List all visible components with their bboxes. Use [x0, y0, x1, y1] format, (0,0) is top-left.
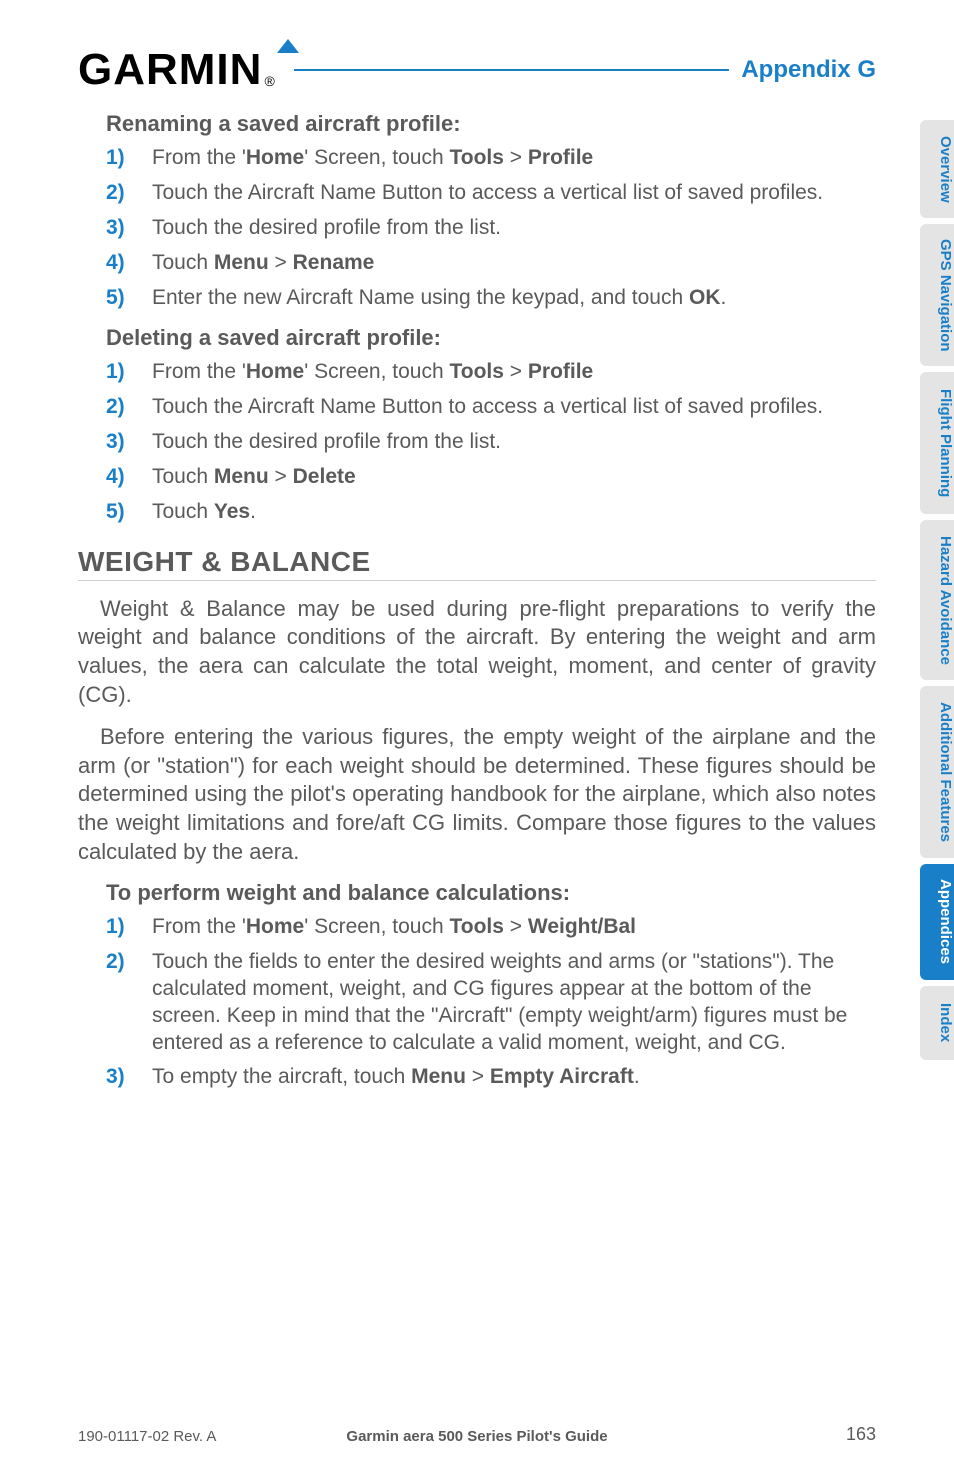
- list-item: 3)To empty the aircraft, touch Menu > Em…: [106, 1064, 876, 1091]
- garmin-logo: GARMIN ®: [78, 45, 276, 95]
- header-rule-wrap: Appendix G: [294, 56, 876, 84]
- list-item: 5)Enter the new Aircraft Name using the …: [106, 285, 876, 312]
- renaming-profile-heading: Renaming a saved aircraft profile:: [106, 111, 876, 137]
- list-text: Touch Menu > Rename: [152, 250, 876, 277]
- list-number: 3): [106, 1064, 152, 1091]
- list-item: 1)From the 'Home' Screen, touch Tools > …: [106, 914, 876, 941]
- renaming-profile-list: 1)From the 'Home' Screen, touch Tools > …: [78, 145, 876, 311]
- list-number: 3): [106, 215, 152, 242]
- page-footer: 190-01117-02 Rev. A Garmin aera 500 Seri…: [78, 1424, 876, 1445]
- list-number: 2): [106, 180, 152, 207]
- footer-guide-title: Garmin aera 500 Series Pilot's Guide: [346, 1428, 607, 1445]
- list-item: 3)Touch the desired profile from the lis…: [106, 215, 876, 242]
- list-text: Touch the fields to enter the desired we…: [152, 949, 876, 1057]
- logo-text: GARMIN: [78, 45, 262, 95]
- list-number: 3): [106, 429, 152, 456]
- list-item: 4)Touch Menu > Delete: [106, 464, 876, 491]
- deleting-profile-list: 1)From the 'Home' Screen, touch Tools > …: [78, 359, 876, 525]
- list-number: 4): [106, 250, 152, 277]
- list-text: Touch the Aircraft Name Button to access…: [152, 180, 876, 207]
- list-item: 1)From the 'Home' Screen, touch Tools > …: [106, 145, 876, 172]
- side-tab-additional-features[interactable]: Additional Features: [920, 686, 954, 858]
- list-text: Touch the desired profile from the list.: [152, 215, 876, 242]
- side-tab-index[interactable]: Index: [920, 986, 954, 1060]
- list-item: 2)Touch the fields to enter the desired …: [106, 949, 876, 1057]
- body-paragraph: Weight & Balance may be used during pre-…: [78, 595, 876, 709]
- list-number: 1): [106, 359, 152, 386]
- footer-page-number: 163: [846, 1424, 876, 1445]
- side-tab-gps-navigation[interactable]: GPS Navigation: [920, 224, 954, 366]
- list-item: 1)From the 'Home' Screen, touch Tools > …: [106, 359, 876, 386]
- body-paragraph: Before entering the various figures, the…: [78, 723, 876, 866]
- list-text: Touch Yes.: [152, 499, 876, 526]
- deleting-profile-heading: Deleting a saved aircraft profile:: [106, 325, 876, 351]
- list-text: From the 'Home' Screen, touch Tools > Pr…: [152, 145, 876, 172]
- header-rule: [294, 69, 730, 72]
- list-number: 5): [106, 499, 152, 526]
- list-text: Enter the new Aircraft Name using the ke…: [152, 285, 876, 312]
- page-content: GARMIN ® Appendix G Renaming a saved air…: [0, 0, 954, 1091]
- list-text: Touch the Aircraft Name Button to access…: [152, 394, 876, 421]
- appendix-title: Appendix G: [741, 56, 876, 84]
- weight-balance-calc-list: 1)From the 'Home' Screen, touch Tools > …: [78, 914, 876, 1091]
- side-tab-appendices[interactable]: Appendices: [920, 864, 954, 980]
- list-item: 4)Touch Menu > Rename: [106, 250, 876, 277]
- heading-rule: [78, 580, 876, 581]
- list-text: From the 'Home' Screen, touch Tools > Pr…: [152, 359, 876, 386]
- list-item: 2)Touch the Aircraft Name Button to acce…: [106, 180, 876, 207]
- weight-balance-calc-heading: To perform weight and balance calculatio…: [106, 880, 876, 906]
- list-text: Touch the desired profile from the list.: [152, 429, 876, 456]
- registered-mark: ®: [264, 73, 275, 89]
- side-tab-flight-planning[interactable]: Flight Planning: [920, 372, 954, 514]
- list-number: 2): [106, 394, 152, 421]
- list-number: 1): [106, 145, 152, 172]
- list-number: 2): [106, 949, 152, 1057]
- side-tab-overview[interactable]: Overview: [920, 120, 954, 218]
- weight-balance-heading: WEIGHT & BALANCE: [78, 546, 876, 578]
- list-number: 1): [106, 914, 152, 941]
- list-item: 5)Touch Yes.: [106, 499, 876, 526]
- side-tab-hazard-avoidance[interactable]: Hazard Avoidance: [920, 520, 954, 680]
- list-number: 5): [106, 285, 152, 312]
- list-item: 2)Touch the Aircraft Name Button to acce…: [106, 394, 876, 421]
- list-item: 3)Touch the desired profile from the lis…: [106, 429, 876, 456]
- list-text: Touch Menu > Delete: [152, 464, 876, 491]
- logo-triangle-icon: [277, 39, 299, 53]
- list-text: To empty the aircraft, touch Menu > Empt…: [152, 1064, 876, 1091]
- list-text: From the 'Home' Screen, touch Tools > We…: [152, 914, 876, 941]
- header-row: GARMIN ® Appendix G: [78, 45, 876, 95]
- footer-revision: 190-01117-02 Rev. A: [78, 1428, 216, 1445]
- side-tabs: Overview GPS Navigation Flight Planning Haz…: [920, 120, 954, 1060]
- list-number: 4): [106, 464, 152, 491]
